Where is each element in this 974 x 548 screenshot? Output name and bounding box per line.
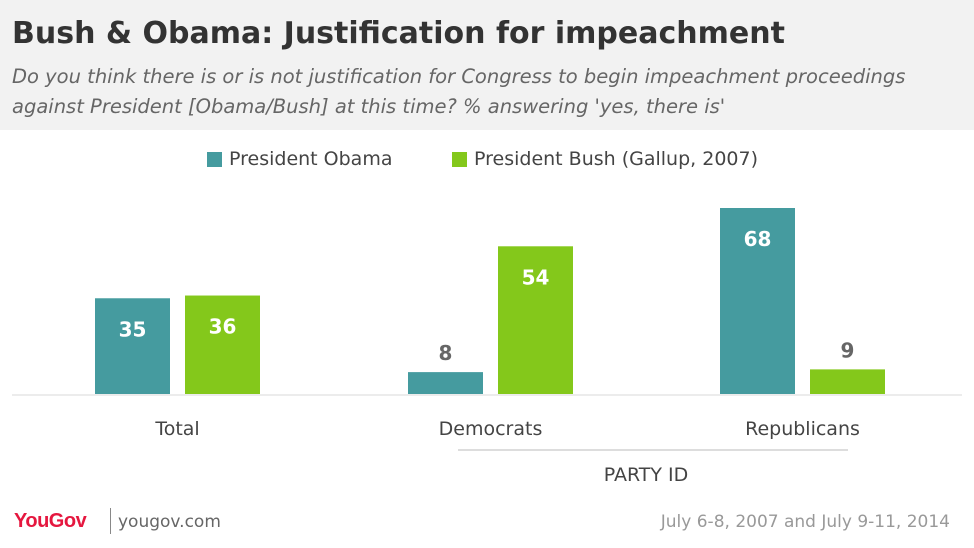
category-label: Republicans (745, 418, 860, 440)
data-label: 8 (439, 341, 453, 365)
yougov-logo: YouGov (14, 510, 87, 532)
category-label: Total (154, 418, 199, 440)
data-label: 36 (209, 315, 237, 339)
chart-subtitle: Do you think there is or is not justific… (12, 65, 906, 118)
bar-democrats-bush (498, 246, 573, 394)
bar-democrats-obama (408, 372, 483, 394)
header-panel: Bush & Obama: Justification for impeachm… (0, 0, 974, 130)
bar-republicans-bush (810, 369, 885, 394)
group-label: PARTY ID (604, 464, 689, 486)
data-label: 68 (744, 227, 772, 251)
legend-label-bush: President Bush (Gallup, 2007) (474, 148, 759, 170)
category-label: Democrats (439, 418, 543, 440)
footer-site: yougov.com (118, 512, 221, 532)
legend-swatch-obama (207, 152, 222, 167)
legend-label-obama: President Obama (229, 148, 393, 170)
footer-divider (110, 508, 111, 534)
data-label: 54 (522, 265, 550, 289)
data-label: 9 (841, 338, 855, 362)
data-label: 35 (119, 317, 147, 341)
bar-total-obama (95, 298, 170, 394)
chart-title: Bush & Obama: Justification for impeachm… (12, 16, 785, 51)
bar-republicans-obama (720, 208, 795, 394)
bar-total-bush (185, 295, 260, 394)
footer-date: July 6-8, 2007 and July 9-11, 2014 (660, 512, 950, 532)
legend-swatch-bush (452, 152, 467, 167)
